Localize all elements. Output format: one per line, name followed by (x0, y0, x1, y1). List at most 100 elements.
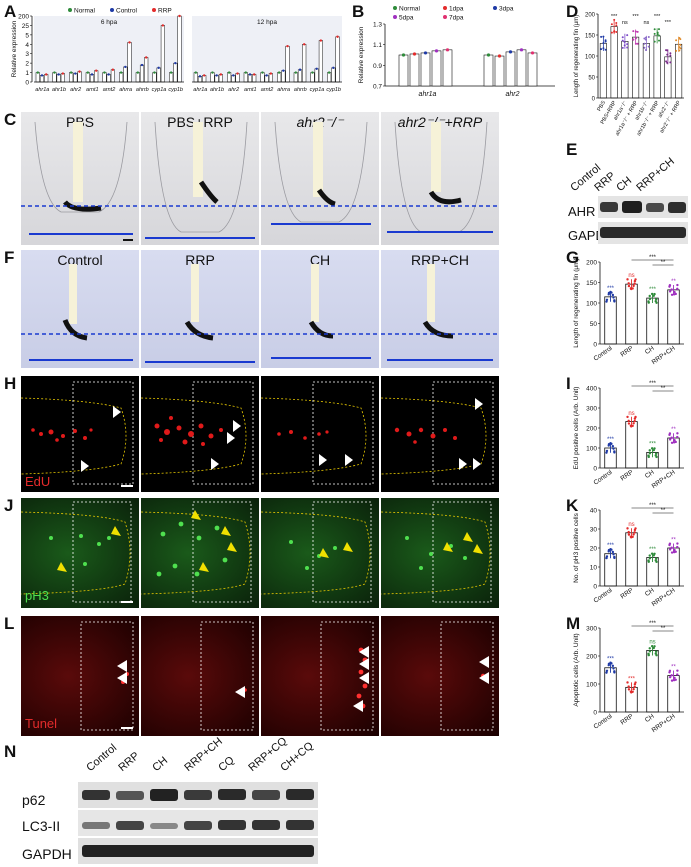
data-point (445, 48, 450, 52)
data-point (107, 73, 110, 76)
data-point (668, 438, 672, 441)
image-ch: CH (261, 250, 379, 368)
ph3-image-rrp-ch (381, 498, 499, 608)
y-axis-label: Relative expression (358, 26, 365, 83)
bar (302, 44, 307, 83)
data-point (632, 533, 635, 536)
bar (144, 57, 149, 83)
data-point (136, 71, 139, 74)
category-label: RRP (619, 587, 634, 601)
data-point (61, 72, 65, 75)
data-point (621, 46, 624, 49)
data-point (605, 555, 609, 558)
row-label: AHR (568, 204, 596, 219)
lane-label: Control (84, 742, 120, 774)
ph3-image-ch (261, 498, 379, 608)
data-point (332, 66, 335, 70)
data-point (647, 300, 650, 303)
data-point (124, 65, 127, 69)
data-point (621, 36, 624, 39)
data-point (643, 42, 646, 45)
data-point (670, 288, 673, 291)
tick-label: 0 (25, 80, 29, 87)
significance-label: *** (632, 14, 639, 20)
panel-l-tunel-images: Tunel (21, 616, 501, 736)
tick-label: 40 (590, 508, 598, 515)
legend-marker (443, 6, 447, 10)
image-title: Control (57, 252, 103, 268)
panel-label-n: N (4, 742, 17, 761)
data-point (668, 290, 672, 293)
tunel-image-rrp-ch (381, 616, 499, 736)
data-point (611, 293, 615, 297)
data-point (605, 671, 608, 674)
panel-c-images: PBS PBS+RRP ahr2⁻/⁻ ahr2⁻/⁻+ (21, 112, 501, 245)
bracket-label: *** (649, 503, 657, 509)
bar (160, 25, 165, 83)
data-point (198, 75, 202, 78)
data-point (607, 550, 610, 553)
legend-label: 3dpa (499, 6, 514, 13)
legend-marker (443, 15, 447, 19)
data-point (294, 71, 297, 74)
tick-label: 5 (25, 32, 29, 39)
category-label: ahr1b (210, 87, 224, 93)
data-point (666, 61, 669, 64)
data-point (670, 293, 674, 296)
panel-label-a: A (4, 2, 17, 21)
data-point (145, 56, 148, 59)
data-point (631, 535, 634, 539)
bar (442, 49, 453, 87)
data-point (631, 424, 634, 428)
legend-label: 1dpa (449, 6, 464, 13)
bar (516, 49, 527, 87)
data-point (153, 71, 156, 74)
data-point (605, 449, 609, 453)
data-point (612, 447, 615, 450)
bar (646, 297, 659, 345)
data-point (627, 688, 631, 691)
data-point (253, 73, 256, 76)
bar (52, 72, 57, 83)
data-point (161, 24, 165, 27)
category-label: ahr2 (228, 87, 239, 93)
data-point (610, 662, 613, 665)
data-point (676, 673, 679, 676)
data-point (178, 14, 181, 18)
tick-label: 1.3 (373, 22, 382, 29)
data-point (248, 73, 252, 76)
category-label: arnt1 (244, 87, 257, 93)
data-point (623, 44, 626, 47)
bracket-label: *** (649, 621, 657, 627)
data-point (298, 68, 302, 71)
data-point (140, 63, 144, 67)
data-point (674, 440, 677, 444)
y-axis-label: Length of regenerating fin (μm) (574, 15, 580, 98)
data-point (86, 71, 90, 74)
tick-label: 150 (585, 34, 596, 40)
blot-bands (78, 782, 318, 864)
data-point (650, 292, 654, 296)
ph3-image-rrp (141, 498, 259, 608)
legend-label: 5dpa (399, 15, 414, 22)
bar (327, 72, 332, 83)
data-point (336, 35, 339, 38)
significance-label: ns (643, 20, 649, 26)
category-label: ahr2 (505, 91, 519, 98)
data-point (648, 650, 652, 653)
data-point (621, 39, 624, 42)
stain-label-edu: EdU (25, 474, 51, 489)
data-point (626, 34, 629, 37)
tick-label: 100 (586, 446, 597, 453)
data-point (648, 297, 652, 301)
significance-label: *** (665, 20, 672, 26)
bar (243, 72, 248, 83)
tick-label: 0.7 (373, 84, 382, 91)
data-point (673, 290, 676, 294)
data-point (634, 37, 637, 40)
data-point (236, 72, 239, 75)
bar (60, 73, 65, 83)
image-pbs: PBS (21, 112, 139, 245)
data-point (673, 438, 676, 442)
data-point (668, 548, 672, 551)
